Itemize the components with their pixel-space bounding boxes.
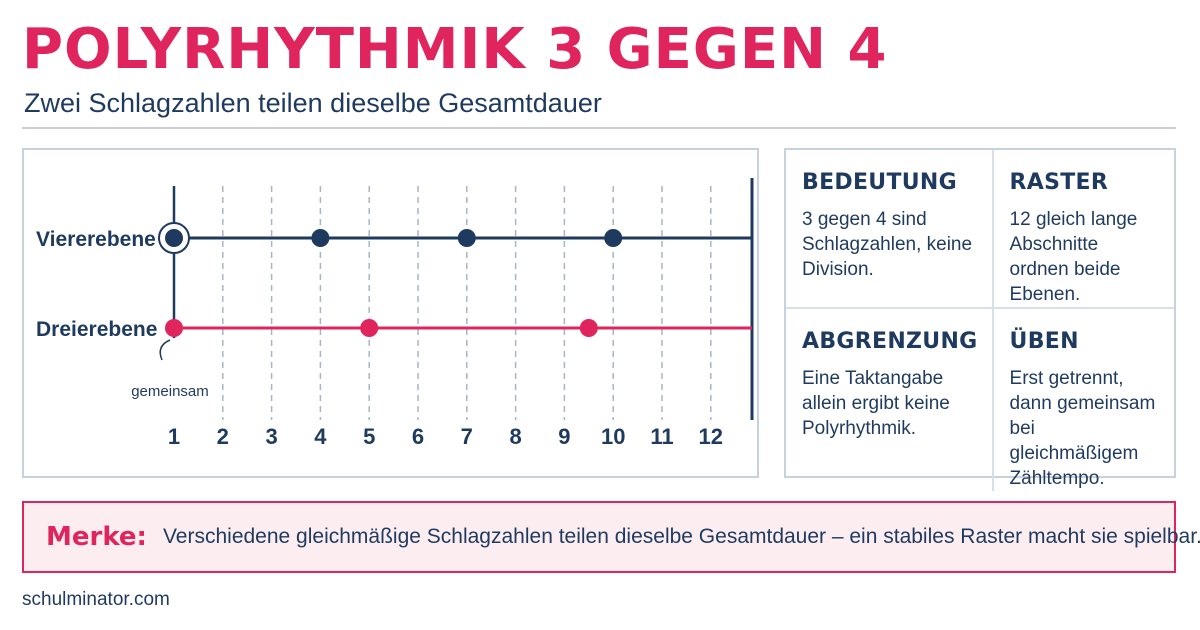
info-card-raster: RASTER 12 gleich lange Abschnitte ordnen… [993,150,1174,309]
grid-number: 11 [650,424,673,449]
lane-label: Dreierebene [36,318,157,341]
info-card-bedeutung: BEDEUTUNG 3 gegen 4 sind Schlagzahlen, k… [786,150,994,309]
beat-dot [360,319,379,337]
grid-number: 8 [509,424,521,449]
beat-dot [311,229,330,247]
merke-label: Merke: [46,522,147,552]
info-card-body: Erst getrennt, dann gemeinsam bei gleich… [1009,368,1156,489]
info-card-body: 12 gleich lange Abschnitte ordnen beide … [1009,209,1138,305]
lane-label: Viererebene [36,228,156,251]
beat-dot [165,229,183,247]
common-bracket [159,339,171,361]
info-grid: BEDEUTUNG 3 gegen 4 sind Schlagzahlen, k… [784,148,1176,491]
grid-number: 10 [601,424,625,449]
common-label: gemeinsam [131,383,209,400]
info-card-body: Eine Taktangabe allein ergibt keine Poly… [802,368,950,439]
grid-number: 6 [412,424,424,449]
grid-number: 5 [363,424,375,449]
beat-dot [604,229,623,247]
info-card-title: BEDEUTUNG [802,170,957,195]
beat-dot [165,319,183,337]
info-card-ueben: ÜBEN Erst getrennt, dann gemeinsam bei g… [994,309,1174,491]
page-title: POLYRHYTHMIK 3 GEGEN 4 [22,17,888,82]
merke-text: Verschiedene gleichmäßige Schlagzahlen t… [162,525,1200,548]
info-card-title: ABGRENZUNG [802,329,978,354]
grid-number: 4 [314,424,327,449]
grid-number: 9 [558,424,570,449]
page-subtitle: Zwei Schlagzahlen teilen dieselbe Gesamt… [24,88,602,118]
beat-dot [457,229,476,247]
info-card-body: 3 gegen 4 sind Schlagzahlen, keine Divis… [802,209,973,280]
info-card-abgrenzung: ABGRENZUNG Eine Taktangabe allein ergibt… [786,309,994,491]
info-card-title: RASTER [1009,170,1109,195]
polyrhythm-diagram: Viererebene Dreierebene gemeinsam 1 2 3 4 5 6 7 8 9… [22,148,759,478]
grid-number: 7 [461,424,473,449]
footer-site: schulminator.com [22,589,170,610]
merke-box: Merke: Verschiedene gleichmäßige Schlagz… [22,501,1200,573]
header-divider [22,127,1176,129]
info-card-title: ÜBEN [1009,329,1079,354]
grid-number: 12 [699,424,723,449]
grid-number: 3 [265,424,277,449]
grid-number: 2 [217,424,229,449]
grid-number: 1 [168,424,180,449]
beat-dot [579,319,598,337]
